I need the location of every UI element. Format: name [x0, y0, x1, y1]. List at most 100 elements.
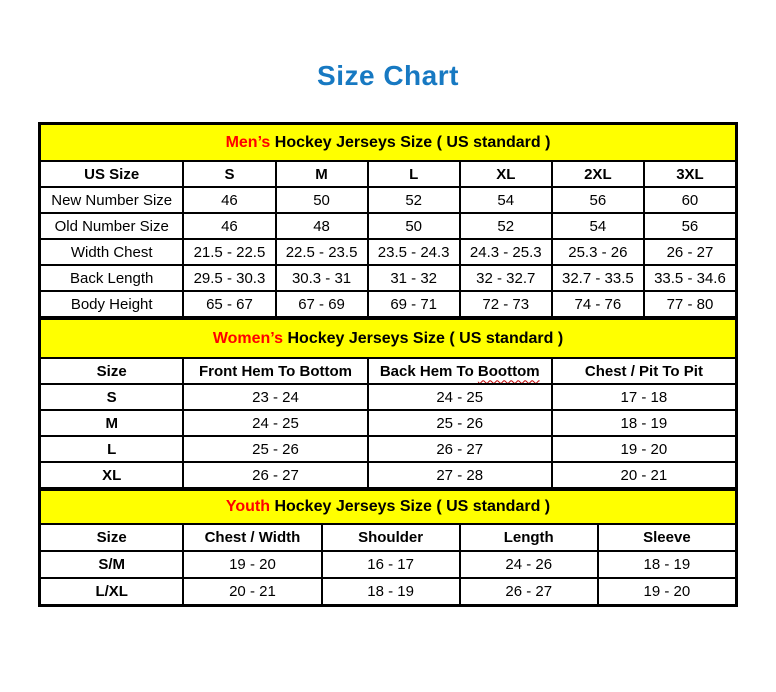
- cell: 20 - 21: [182, 577, 323, 606]
- womens-size-table: Women’s Hockey Jerseys Size ( US standar…: [38, 318, 738, 489]
- mens-size-table: Men’s Hockey Jerseys Size ( US standard …: [38, 123, 738, 318]
- cell: 50: [274, 186, 369, 214]
- mens-banner-highlight: Men’s: [225, 133, 271, 151]
- cell: 33.5 - 34.6: [642, 264, 738, 292]
- page-title: Size Chart: [317, 60, 459, 91]
- youth-size-table: Youth Hockey Jerseys Size ( US standard …: [38, 489, 738, 606]
- mens-row-width-chest: Width Chest 21.5 - 22.5 22.5 - 23.5 23.5…: [38, 238, 738, 266]
- cell: 74 - 76: [550, 290, 645, 318]
- cell: 60: [642, 186, 738, 214]
- cell: 24.3 - 25.3: [458, 238, 553, 266]
- cell: 52: [366, 186, 461, 214]
- cell: 19 - 20: [182, 550, 323, 579]
- cell: 77 - 80: [642, 290, 738, 318]
- row-label: S: [38, 383, 185, 411]
- cell: 25 - 26: [366, 409, 553, 437]
- cell: 50: [366, 212, 461, 240]
- cell: 26 - 27: [182, 461, 369, 489]
- womens-header-front-hem: Front Hem To Bottom: [182, 357, 369, 385]
- womens-header-row: Size Front Hem To Bottom Back Hem To Boo…: [38, 357, 738, 385]
- mens-banner-text: Hockey Jerseys Size ( US standard ): [270, 133, 551, 151]
- mens-row-new-number-size: New Number Size 46 50 52 54 56 60: [38, 186, 738, 214]
- back-hem-prefix: Back Hem To: [379, 362, 478, 380]
- womens-header-size: Size: [38, 357, 185, 385]
- cell: 19 - 20: [596, 577, 738, 606]
- cell: 16 - 17: [320, 550, 461, 579]
- cell: 54: [458, 186, 553, 214]
- row-label: Body Height: [38, 290, 185, 318]
- mens-header-s: S: [182, 160, 277, 188]
- youth-banner-text: Hockey Jerseys Size ( US standard ): [270, 498, 551, 515]
- mens-header-l: L: [366, 160, 461, 188]
- womens-banner: Women’s Hockey Jerseys Size ( US standar…: [39, 318, 737, 359]
- cell: 18 - 19: [596, 550, 738, 579]
- mens-header-row: US Size S M L XL 2XL 3XL: [38, 160, 738, 188]
- cell: 25.3 - 26: [550, 238, 645, 266]
- row-label: L: [38, 435, 185, 463]
- womens-row-s: S 23 - 24 24 - 25 17 - 18: [38, 383, 738, 411]
- mens-header-us-size: US Size: [38, 160, 185, 188]
- womens-banner-highlight: Women’s: [212, 329, 284, 347]
- mens-header-2xl: 2XL: [550, 160, 645, 188]
- cell: 19 - 20: [550, 435, 738, 463]
- cell: 26 - 27: [642, 238, 738, 266]
- cell: 24 - 25: [366, 383, 553, 411]
- size-chart: Men’s Hockey Jerseys Size ( US standard …: [38, 122, 738, 607]
- row-label: Width Chest: [38, 238, 185, 266]
- youth-header-size: Size: [38, 523, 185, 552]
- youth-header-chest-width: Chest / Width: [182, 523, 323, 552]
- row-label: Back Length: [38, 264, 185, 292]
- cell: 56: [550, 186, 645, 214]
- youth-header-sleeve: Sleeve: [596, 523, 738, 552]
- youth-header-row: Size Chest / Width Shoulder Length Sleev…: [38, 523, 738, 552]
- cell: 21.5 - 22.5: [182, 238, 277, 266]
- womens-row-m: M 24 - 25 25 - 26 18 - 19: [38, 409, 738, 437]
- youth-banner-row: Youth Hockey Jerseys Size ( US standard …: [39, 489, 737, 525]
- cell: 56: [642, 212, 738, 240]
- row-label: S/M: [38, 550, 185, 579]
- cell: 23 - 24: [182, 383, 369, 411]
- youth-row-sm: S/M 19 - 20 16 - 17 24 - 26 18 - 19: [38, 550, 738, 579]
- womens-header-back-hem: Back Hem To Boottom: [366, 357, 553, 385]
- cell: 54: [550, 212, 645, 240]
- cell: 18 - 19: [320, 577, 461, 606]
- mens-header-3xl: 3XL: [642, 160, 738, 188]
- row-label: M: [38, 409, 185, 437]
- mens-header-xl: XL: [458, 160, 553, 188]
- mens-row-back-length: Back Length 29.5 - 30.3 30.3 - 31 31 - 3…: [38, 264, 738, 292]
- youth-banner: Youth Hockey Jerseys Size ( US standard …: [39, 489, 737, 525]
- mens-banner-row: Men’s Hockey Jerseys Size ( US standard …: [39, 123, 737, 162]
- row-label: L/XL: [38, 577, 185, 606]
- cell: 46: [182, 186, 277, 214]
- cell: 24 - 26: [458, 550, 599, 579]
- youth-header-length: Length: [458, 523, 599, 552]
- womens-banner-row: Women’s Hockey Jerseys Size ( US standar…: [39, 318, 737, 359]
- cell: 32 - 32.7: [458, 264, 553, 292]
- youth-banner-highlight: Youth: [225, 498, 270, 515]
- cell: 48: [274, 212, 369, 240]
- cell: 20 - 21: [550, 461, 738, 489]
- mens-header-m: M: [274, 160, 369, 188]
- row-label: Old Number Size: [38, 212, 185, 240]
- cell: 23.5 - 24.3: [366, 238, 461, 266]
- cell: 25 - 26: [182, 435, 369, 463]
- cell: 29.5 - 30.3: [182, 264, 277, 292]
- cell: 30.3 - 31: [274, 264, 369, 292]
- cell: 22.5 - 23.5: [274, 238, 369, 266]
- youth-header-shoulder: Shoulder: [320, 523, 461, 552]
- cell: 32.7 - 33.5: [550, 264, 645, 292]
- row-label: XL: [38, 461, 185, 489]
- mens-row-body-height: Body Height 65 - 67 67 - 69 69 - 71 72 -…: [38, 290, 738, 318]
- cell: 46: [182, 212, 277, 240]
- cell: 17 - 18: [550, 383, 738, 411]
- mens-banner: Men’s Hockey Jerseys Size ( US standard …: [39, 123, 737, 162]
- cell: 52: [458, 212, 553, 240]
- cell: 18 - 19: [550, 409, 738, 437]
- cell: 65 - 67: [182, 290, 277, 318]
- cell: 24 - 25: [182, 409, 369, 437]
- cell: 26 - 27: [458, 577, 599, 606]
- womens-row-l: L 25 - 26 26 - 27 19 - 20: [38, 435, 738, 463]
- womens-header-chest-pit: Chest / Pit To Pit: [550, 357, 738, 385]
- womens-row-xl: XL 26 - 27 27 - 28 20 - 21: [38, 461, 738, 489]
- misspelled-word: Boottom: [477, 362, 540, 380]
